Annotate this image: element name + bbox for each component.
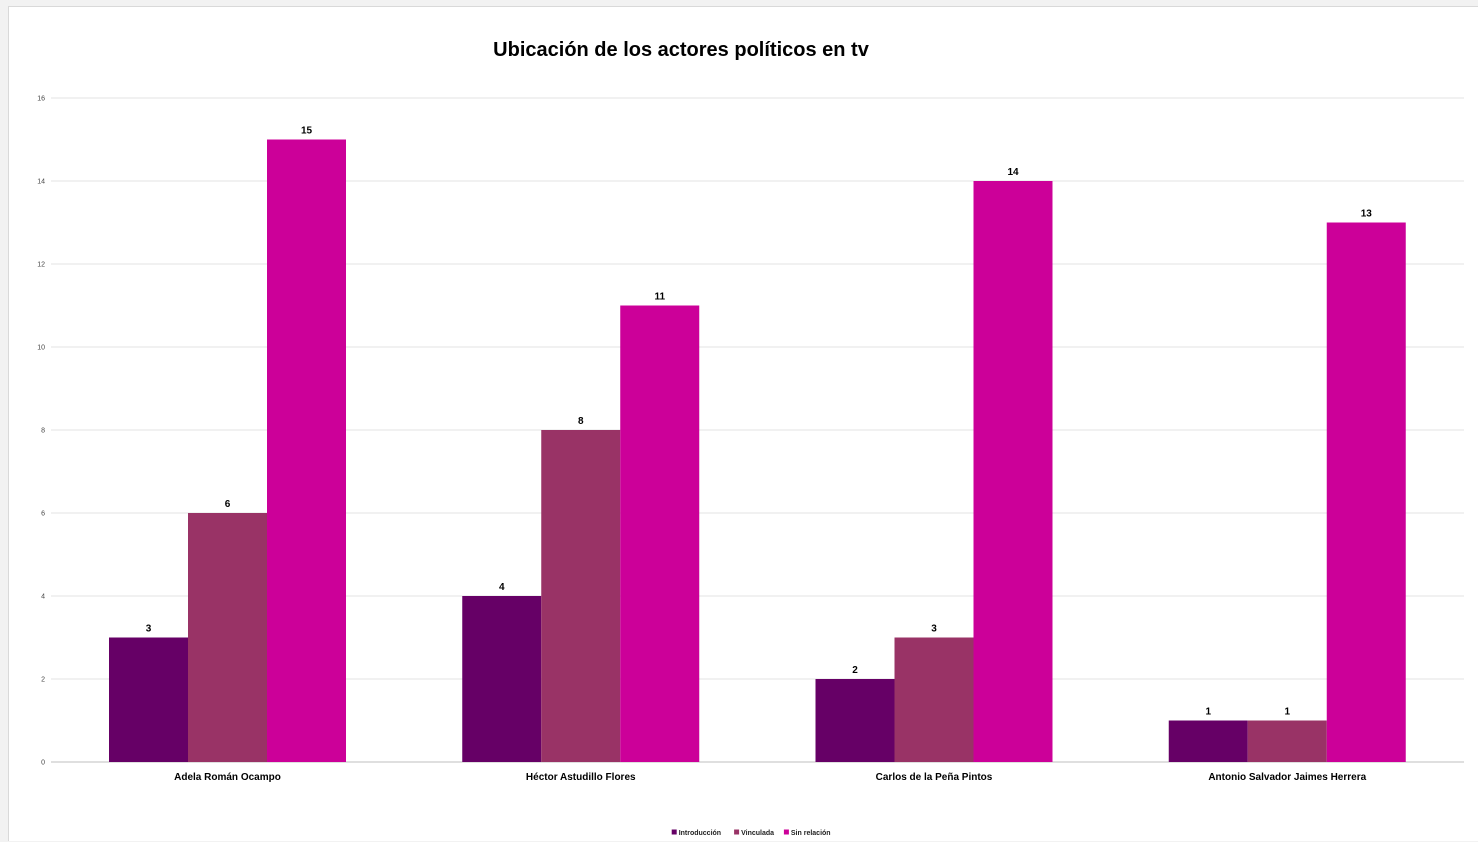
legend-label: Sin relación	[791, 830, 831, 837]
bar	[1247, 720, 1327, 762]
data-label: 3	[146, 624, 152, 635]
category-label: Carlos de la Peña Pintos	[876, 772, 993, 783]
category-label: Adela Román Ocampo	[174, 772, 281, 783]
bar	[541, 430, 621, 762]
y-axis-ticks: 0 2 4 6 8 10 12 14 16	[37, 96, 45, 767]
data-label: 11	[654, 292, 665, 303]
data-label: 2	[852, 665, 858, 676]
category-label: Héctor Astudillo Flores	[526, 772, 636, 783]
bar	[894, 637, 974, 762]
y-tick-label: 14	[37, 179, 45, 186]
bar	[188, 513, 267, 762]
chart-area: Ubicación de los actores políticos en tv…	[8, 6, 1478, 841]
data-label: 15	[301, 126, 313, 137]
bar-chart: Ubicación de los actores políticos en tv…	[37, 39, 1464, 837]
y-tick-label: 10	[37, 345, 45, 352]
bar	[1326, 222, 1406, 762]
x-axis-categories: Adela Román Ocampo Héctor Astudillo Flore…	[174, 772, 1366, 783]
data-label: 8	[578, 416, 584, 427]
legend-label: Vinculada	[741, 830, 774, 837]
data-label: 1	[1205, 707, 1211, 718]
bar	[1168, 720, 1248, 762]
y-tick-label: 2	[41, 677, 45, 684]
category-label: Antonio Salvador Jaimes Herrera	[1208, 772, 1366, 783]
data-label: 6	[225, 499, 231, 510]
y-tick-label: 16	[37, 96, 45, 103]
bar	[620, 305, 700, 762]
data-label: 13	[1361, 209, 1373, 220]
chart-title: Ubicación de los actores políticos en tv	[493, 39, 870, 61]
bars	[109, 139, 1406, 762]
legend-swatch	[783, 829, 789, 835]
bar	[267, 139, 346, 762]
bar	[109, 637, 188, 762]
y-tick-label: 12	[37, 262, 45, 269]
legend-swatch	[671, 829, 677, 835]
data-label: 14	[1007, 167, 1019, 178]
bar	[815, 679, 895, 762]
legend: Introducción Vinculada Sin relación	[671, 829, 831, 837]
y-tick-label: 8	[41, 428, 45, 435]
y-tick-label: 6	[41, 511, 45, 518]
y-tick-label: 4	[41, 594, 45, 601]
bar	[973, 181, 1053, 762]
data-label: 3	[931, 624, 937, 635]
y-tick-label: 0	[41, 760, 45, 767]
legend-swatch	[734, 829, 740, 835]
bar	[462, 596, 542, 762]
data-label: 1	[1284, 707, 1290, 718]
legend-label: Introducción	[679, 830, 721, 837]
data-label: 4	[499, 582, 505, 593]
